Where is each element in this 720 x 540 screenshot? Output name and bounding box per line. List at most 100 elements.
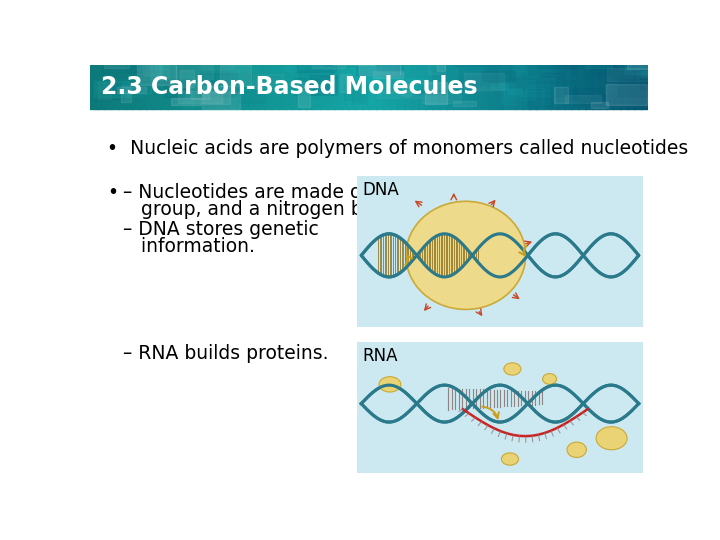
Bar [348,65,356,110]
Text: information.: information. [122,237,254,255]
Bar [585,65,593,110]
Text: RNA: RNA [363,347,398,364]
Bar [566,90,576,99]
Bar [474,65,482,110]
Bar [409,78,427,89]
Text: •: • [107,183,118,201]
Bar [627,65,635,110]
Bar [299,70,332,90]
Bar [202,65,210,110]
Bar [174,65,181,110]
Bar [551,84,576,96]
Bar [122,83,151,93]
Bar [125,54,158,72]
Bar [418,65,426,110]
Bar [253,74,284,87]
Bar [640,77,685,89]
Bar [183,91,194,109]
Bar [201,64,234,69]
Bar [297,82,312,89]
Bar [500,80,535,100]
Bar [150,63,169,79]
Bar [226,56,258,72]
Bar [138,63,176,85]
Bar [300,65,307,110]
Bar [236,65,244,110]
Bar [285,65,293,110]
Bar [422,93,462,103]
Bar [264,65,272,110]
Bar [297,63,336,72]
Bar [150,64,167,69]
Ellipse shape [406,201,526,309]
Bar [352,82,366,103]
Ellipse shape [501,453,518,465]
Bar [625,55,656,73]
Bar [618,79,648,96]
Bar [607,69,647,80]
Bar [515,62,528,75]
Bar [377,91,421,98]
Ellipse shape [504,363,521,375]
Bar [357,342,642,473]
Ellipse shape [596,427,627,450]
Bar [251,65,258,110]
Bar [414,90,445,94]
Bar [160,65,168,110]
Text: – Nucleotides are made of a sugar, phosphate: – Nucleotides are made of a sugar, phosp… [122,183,555,201]
Bar [320,76,336,91]
Bar [487,65,495,110]
Bar [411,65,418,110]
Bar [357,177,642,327]
Bar [383,65,391,110]
Bar [111,65,119,110]
Bar [626,60,662,69]
Ellipse shape [543,374,557,384]
Bar [523,65,530,110]
Bar [529,65,537,110]
Bar [121,90,142,97]
Bar [271,65,279,110]
Bar [132,65,140,110]
Bar [397,65,405,110]
Bar [578,65,586,110]
Bar [143,54,161,76]
Bar [327,65,335,110]
Text: group, and a nitrogen base.: group, and a nitrogen base. [122,200,401,219]
Bar [192,84,209,99]
Bar [641,65,649,110]
Bar [143,55,154,77]
Bar [188,65,195,110]
Bar [453,65,461,110]
Bar [202,92,240,109]
Bar [231,68,243,83]
Bar [583,72,598,78]
Bar [446,65,454,110]
Bar [118,65,126,110]
Bar [508,89,521,94]
Bar [258,65,292,87]
Bar [516,65,523,110]
Bar [324,44,355,66]
Bar [522,51,558,71]
Bar [537,51,575,68]
Bar [306,65,314,110]
Bar [459,65,467,110]
Bar [536,65,544,110]
Bar [239,91,265,103]
Text: – RNA builds proteins.: – RNA builds proteins. [122,345,328,363]
Bar [404,65,412,110]
Bar [432,65,439,110]
Bar [591,65,610,76]
Bar [364,77,408,83]
Bar [199,73,238,96]
Bar [284,56,304,71]
Bar [527,92,554,106]
Bar [557,45,586,65]
Bar [209,65,216,110]
Text: DNA: DNA [363,181,400,199]
Bar [377,60,402,71]
Bar [97,65,104,110]
Bar [405,70,431,84]
Bar [312,61,345,69]
